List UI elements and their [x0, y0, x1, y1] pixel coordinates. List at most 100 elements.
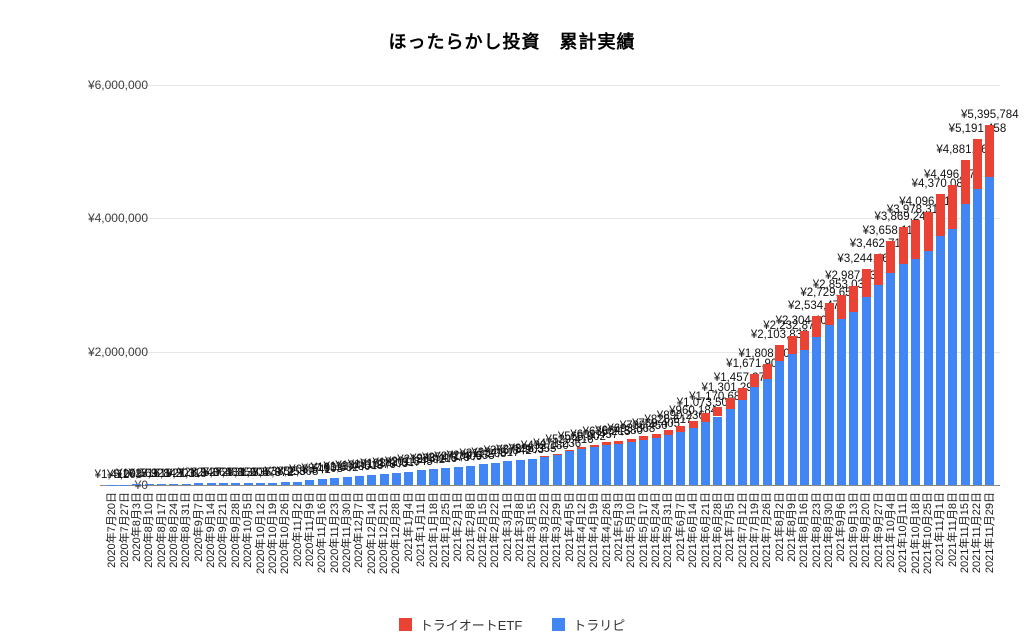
bar-segment-triauto-etf[interactable] [725, 398, 735, 409]
bar-segment-triauto-etf[interactable] [812, 316, 822, 337]
bar-segment-trarip[interactable] [565, 451, 575, 485]
bar-group[interactable] [144, 484, 154, 485]
bar-segment-trarip[interactable] [762, 378, 772, 485]
bar-segment-trarip[interactable] [750, 386, 760, 485]
bar-segment-triauto-etf[interactable] [762, 364, 772, 379]
bar-group[interactable] [799, 331, 809, 485]
bar-group[interactable] [565, 449, 575, 485]
bar-segment-triauto-etf[interactable] [849, 285, 859, 312]
bar-segment-trarip[interactable] [663, 435, 673, 485]
bar-group[interactable] [812, 316, 822, 485]
bar-group[interactable] [836, 294, 846, 485]
bar-group[interactable] [701, 413, 710, 485]
bar-segment-trarip[interactable] [194, 483, 204, 485]
bar-segment-trarip[interactable] [453, 466, 463, 485]
bar-segment-triauto-etf[interactable] [824, 303, 834, 326]
bar-group[interactable] [515, 459, 525, 485]
bar-group[interactable] [416, 470, 426, 485]
bar-group[interactable] [268, 482, 278, 485]
bar-group[interactable] [898, 227, 908, 485]
bar-segment-trarip[interactable] [614, 443, 624, 485]
bar-segment-trarip[interactable] [676, 432, 686, 485]
bar-group[interactable] [478, 464, 488, 485]
bar-group[interactable] [626, 438, 636, 485]
bar-segment-trarip[interactable] [466, 465, 476, 485]
bar-segment-trarip[interactable] [775, 361, 785, 485]
bar-group[interactable] [317, 479, 327, 485]
bar-group[interactable] [639, 435, 649, 485]
bar-segment-trarip[interactable] [305, 480, 315, 485]
bar-group[interactable] [231, 483, 241, 485]
bar-segment-trarip[interactable] [589, 447, 599, 485]
bar-group[interactable] [218, 483, 228, 485]
bar-segment-trarip[interactable] [243, 482, 253, 485]
bar-segment-trarip[interactable] [354, 476, 364, 485]
bar-segment-trarip[interactable] [181, 483, 191, 485]
bar-group[interactable] [429, 469, 439, 485]
bar-segment-trarip[interactable] [552, 454, 562, 485]
bar-segment-trarip[interactable] [985, 176, 995, 485]
bar-segment-trarip[interactable] [268, 482, 278, 485]
bar-group[interactable] [169, 483, 179, 485]
bar-segment-triauto-etf[interactable] [750, 373, 760, 387]
bar-segment-trarip[interactable] [144, 484, 154, 485]
bar-group[interactable] [688, 420, 698, 485]
bar-segment-trarip[interactable] [280, 482, 290, 485]
bar-segment-trarip[interactable] [886, 273, 896, 485]
bar-group[interactable] [911, 219, 921, 485]
bar-segment-trarip[interactable] [972, 189, 982, 485]
bar-segment-triauto-etf[interactable] [688, 420, 698, 429]
bar-segment-trarip[interactable] [527, 458, 537, 485]
bar-group[interactable] [441, 468, 451, 485]
bar-group[interactable] [886, 241, 896, 485]
bar-segment-triauto-etf[interactable] [861, 268, 871, 298]
bar-group[interactable] [404, 471, 414, 485]
bar-segment-trarip[interactable] [478, 464, 488, 485]
bar-group[interactable] [206, 483, 216, 485]
bar-segment-trarip[interactable] [824, 325, 834, 485]
bar-segment-trarip[interactable] [948, 228, 958, 485]
bar-group[interactable] [775, 344, 785, 485]
bar-group[interactable] [157, 483, 167, 485]
bar-segment-trarip[interactable] [923, 251, 933, 485]
bar-group[interactable] [540, 456, 550, 485]
bar-group[interactable] [923, 211, 933, 485]
bar-group[interactable] [293, 481, 303, 485]
bar-segment-triauto-etf[interactable] [713, 406, 723, 417]
bar-segment-trarip[interactable] [317, 479, 327, 485]
bar-segment-trarip[interactable] [515, 459, 525, 485]
bar-segment-trarip[interactable] [256, 482, 265, 485]
bar-group[interactable] [181, 483, 191, 485]
legend-item[interactable]: トラリピ [552, 615, 625, 634]
bar-group[interactable] [503, 461, 513, 485]
bar-segment-trarip[interactable] [490, 462, 500, 485]
bar-segment-triauto-etf[interactable] [589, 444, 599, 448]
bar-segment-triauto-etf[interactable] [874, 254, 884, 286]
bar-segment-triauto-etf[interactable] [701, 413, 710, 422]
bar-segment-trarip[interactable] [342, 477, 352, 485]
bar-group[interactable] [391, 472, 401, 485]
bar-segment-triauto-etf[interactable] [676, 425, 686, 432]
bar-segment-triauto-etf[interactable] [935, 193, 945, 236]
bar-group[interactable] [602, 442, 612, 485]
bar-segment-trarip[interactable] [157, 483, 167, 485]
bar-segment-trarip[interactable] [367, 474, 377, 485]
bar-segment-triauto-etf[interactable] [614, 440, 624, 444]
bar-segment-trarip[interactable] [898, 264, 908, 485]
bar-group[interactable] [824, 303, 834, 485]
bar-segment-triauto-etf[interactable] [985, 125, 995, 177]
bar-segment-triauto-etf[interactable] [948, 185, 958, 229]
bar-segment-triauto-etf[interactable] [651, 433, 661, 439]
bar-segment-trarip[interactable] [379, 473, 389, 485]
bar-segment-triauto-etf[interactable] [602, 442, 612, 446]
bar-segment-trarip[interactable] [429, 469, 439, 485]
legend-item[interactable]: トライオートETF [398, 615, 522, 634]
bar-group[interactable] [354, 476, 364, 485]
bar-segment-trarip[interactable] [861, 297, 871, 485]
bar-segment-triauto-etf[interactable] [663, 429, 673, 436]
bar-group[interactable] [861, 268, 871, 485]
bar-segment-trarip[interactable] [701, 421, 710, 485]
bar-segment-trarip[interactable] [812, 336, 822, 485]
bar-segment-triauto-etf[interactable] [626, 438, 636, 443]
bar-segment-trarip[interactable] [935, 235, 945, 485]
